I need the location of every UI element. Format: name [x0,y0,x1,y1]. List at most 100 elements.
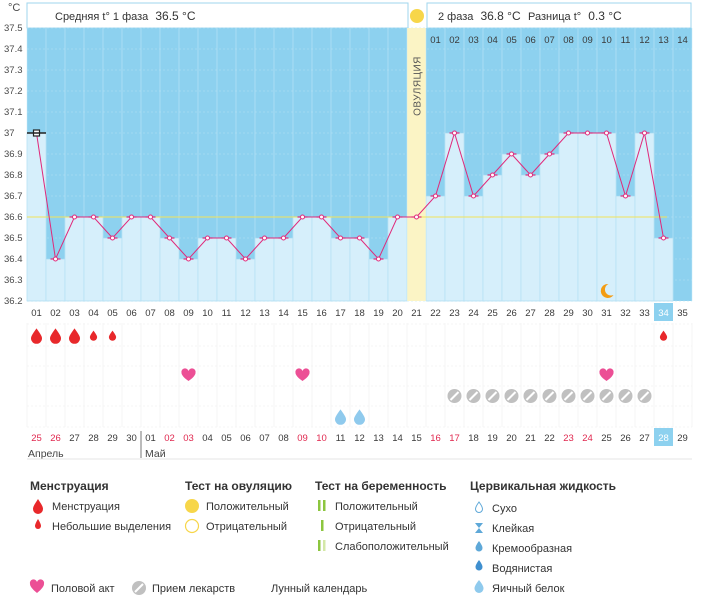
temperature-bar [368,258,389,302]
cycle-day-number: 31 [601,308,612,319]
negative-test-icon [184,518,200,534]
luteal-day-number: 04 [487,35,498,46]
temperature-bar [178,258,199,302]
calendar-date: 05 [221,433,232,444]
calendar-date: 28 [88,433,99,444]
pill-icon-stripe [544,391,555,401]
y-tick-label: 37.1 [4,107,23,118]
egg-white-icon [474,580,484,594]
egg-white-icon [354,409,365,425]
temperature-bar [292,216,313,302]
calendar-date: 27 [639,433,650,444]
calendar-date: 16 [430,433,441,444]
cycle-day-number: 25 [487,308,498,319]
calendar-date: 20 [506,433,517,444]
calendar-date: 11 [336,433,346,444]
pill-icon-stripe [563,391,574,401]
temperature-bar [653,237,674,302]
blood-drop-icon [33,499,43,514]
calendar-date: 30 [126,433,137,444]
temperature-bar [159,237,180,302]
phase2-box [426,2,692,29]
pill-icon-stripe [506,391,517,401]
legend-preg-positive: Положительный [335,501,418,513]
legend-medication: Прием лекарств [152,583,235,595]
luteal-day-number: 14 [677,35,688,46]
temperature-point [91,214,96,220]
temperature-bar [273,237,294,302]
calendar-date: 03 [183,433,194,444]
cycle-day-number: 18 [354,308,365,319]
temperature-bar [83,216,104,302]
legend-positive: Положительный [206,501,289,513]
temperature-unit: °C [8,2,20,14]
calendar-date: 24 [582,433,593,444]
plot-area: 36.2 36.3 36.4 36.5 36.6 36.7 36.8 36.9 37 37.1 37… [4,23,693,321]
legend-cervical-title: Цервикальная жидкость [470,479,616,493]
luteal-day-number: 13 [658,35,669,46]
calendar-date: 01 [145,433,156,444]
legend-egg-white: Яичный белок [492,583,565,595]
calendar-date: 19 [487,433,498,444]
luteal-day-number: 06 [525,35,536,46]
cycle-day-number: 22 [430,308,441,319]
egg-white-icon [335,409,346,425]
temperature-point [129,214,134,220]
cycle-day-number: 10 [202,308,213,319]
today-highlight [654,428,673,446]
cycle-day-number: 29 [563,308,574,319]
calendar-date: 06 [240,433,251,444]
temperature-point [642,130,647,136]
temperature-point [433,193,438,199]
temperature-point [72,214,77,220]
luteal-day-number: 05 [506,35,517,46]
y-tick-label: 36.2 [4,296,23,307]
calendar-date: 14 [392,433,403,444]
small-blood-drop-icon [108,330,117,341]
calendar-date: 17 [449,433,460,444]
y-tick-label: 37.5 [4,23,23,34]
temperature-bar [615,195,636,302]
y-tick-label: 37.3 [4,65,23,76]
y-tick-label: 37.4 [4,44,23,55]
luteal-day-number: 02 [449,35,460,46]
temperature-point [300,214,305,220]
cycle-day-number: 33 [639,308,650,319]
calendar-date: 25 [31,433,42,444]
temperature-point [490,172,495,178]
cycle-day-number: 30 [582,308,593,319]
calendar-date: 29 [107,433,118,444]
luteal-day-number: 01 [430,35,441,46]
calendar-date: 09 [297,433,308,444]
y-tick-label: 36.8 [4,170,23,181]
calendar-date: 21 [525,433,536,444]
y-tick-label: 36.5 [4,233,23,244]
temperature-bar [254,237,275,302]
temperature-bar [121,216,142,302]
cycle-day-number: 20 [392,308,403,319]
ovulation-column [407,28,426,301]
temperature-bar [197,237,218,302]
legend-ovulation-test-title: Тест на овуляцию [185,479,292,493]
blood-drop-icon [50,328,61,344]
temperature-bar [387,216,408,302]
calendar-date: 26 [50,433,61,444]
legend-menstruation: Менструация [52,501,120,513]
current-day-highlight [654,303,673,321]
phase1-box [26,2,409,29]
temperature-bar [216,237,237,302]
temperature-point [376,256,381,262]
legend-lunar: Лунный календарь [271,583,368,595]
cycle-day-number: 16 [316,308,327,319]
calendar-date: 18 [468,433,479,444]
phase1-value: 36.5 °C [155,9,195,23]
calendar-date: 02 [164,433,175,444]
temperature-point [281,235,286,241]
pill-icon-stripe [601,391,612,401]
temperature-point [471,193,476,199]
month-label-may: Май [145,448,166,460]
svg-text:Средняя t° 1 фаза 36.5 °: Средняя t° 1 фаза 36.5 °C [55,9,196,23]
heart-icon [599,368,614,381]
luteal-day-number: 12 [639,35,650,46]
